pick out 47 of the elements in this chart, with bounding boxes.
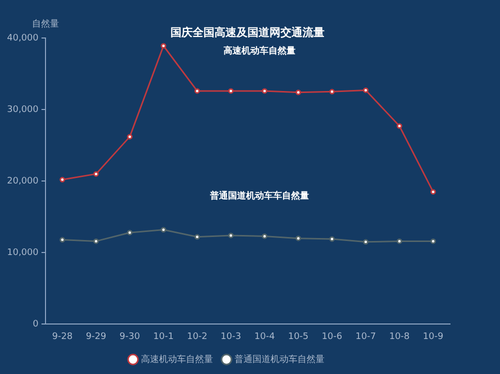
point bbox=[194, 88, 200, 94]
x-tick-label: 10-1 bbox=[153, 332, 174, 342]
point bbox=[194, 234, 200, 240]
y-tick-label: 0 bbox=[32, 320, 39, 330]
point bbox=[396, 123, 402, 129]
point bbox=[430, 238, 436, 244]
y-tick-label: 30,000 bbox=[6, 104, 39, 115]
point bbox=[127, 230, 133, 236]
y-tick-label: 20,000 bbox=[6, 176, 39, 186]
point bbox=[228, 232, 234, 238]
y-axis-title: 自然量 bbox=[32, 18, 59, 30]
annotation: 普通国道机动车车自然量 bbox=[209, 190, 310, 202]
point bbox=[60, 176, 66, 182]
legend-label: 普通国道机动车自然量 bbox=[234, 354, 324, 365]
x-tick-label: 9-30 bbox=[120, 332, 140, 342]
point bbox=[362, 87, 368, 93]
y-tick-label: 10,000 bbox=[6, 248, 39, 258]
point bbox=[430, 189, 436, 195]
y-tick-label: 40,000 bbox=[6, 33, 39, 44]
x-tick-label: 10-4 bbox=[254, 332, 276, 342]
point bbox=[329, 88, 335, 94]
x-tick-label: 10-2 bbox=[186, 332, 208, 342]
x-tick-label: 10-5 bbox=[288, 332, 309, 342]
point bbox=[160, 227, 166, 233]
point bbox=[396, 238, 402, 244]
point bbox=[262, 88, 268, 94]
point bbox=[228, 88, 234, 94]
point bbox=[160, 43, 166, 49]
x-tick-label: 9-29 bbox=[86, 332, 107, 342]
chart-title: 国庆全国高速及国道网交通流量 bbox=[170, 26, 325, 39]
x-tick-label: 10-7 bbox=[356, 332, 376, 342]
point bbox=[127, 134, 133, 140]
point bbox=[93, 171, 99, 177]
point bbox=[262, 233, 268, 239]
point bbox=[362, 239, 368, 245]
x-tick-label: 10-8 bbox=[389, 332, 410, 342]
legend-label: 高速机动车自然量 bbox=[141, 354, 213, 365]
x-tick-label: 10-3 bbox=[220, 332, 242, 342]
x-tick-label: 10-6 bbox=[322, 332, 342, 342]
x-tick-label: 9-28 bbox=[52, 332, 73, 342]
x-tick-label: 10-9 bbox=[422, 332, 444, 342]
point bbox=[296, 236, 302, 242]
point bbox=[296, 90, 302, 96]
point bbox=[60, 237, 66, 243]
point bbox=[329, 236, 335, 242]
annotation: 高速机动车自然量 bbox=[224, 45, 296, 56]
point bbox=[93, 238, 99, 244]
